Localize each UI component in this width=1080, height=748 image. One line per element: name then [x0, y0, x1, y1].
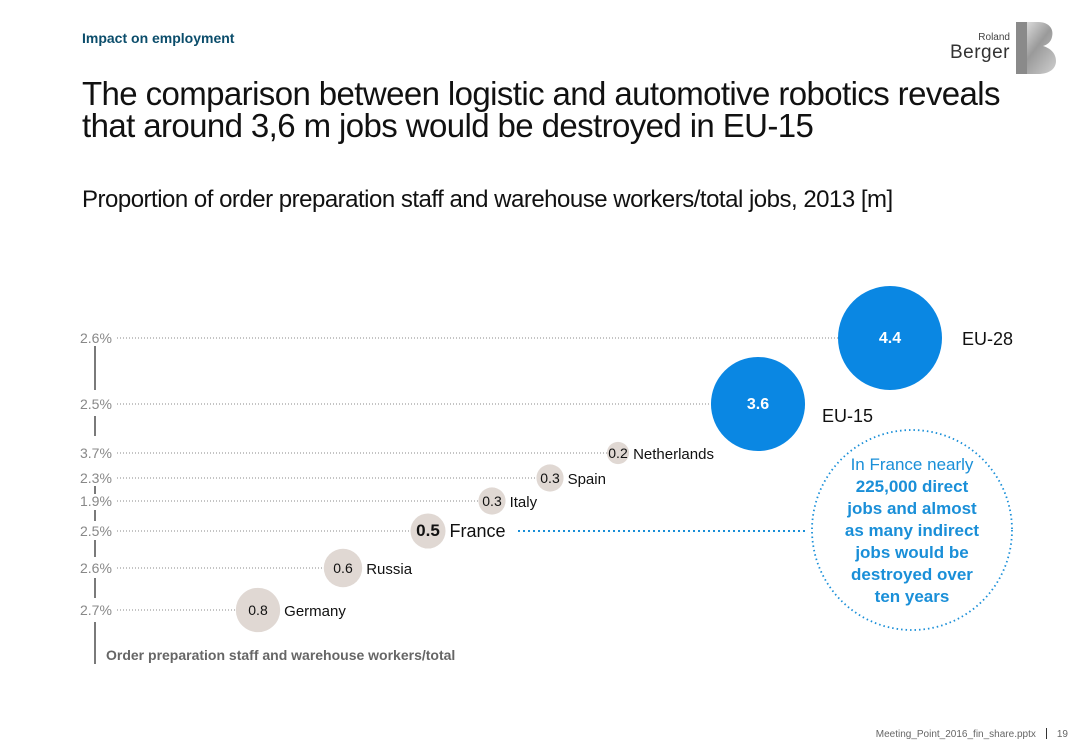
- y-tick-label: 2.6%: [80, 330, 112, 346]
- data-label: 0.6: [333, 560, 353, 576]
- roland-berger-logo: Roland Berger: [948, 20, 1058, 76]
- annotation-line: 225,000 direct: [856, 477, 969, 496]
- y-tick-label: 2.6%: [80, 560, 112, 576]
- bubble-russia: [323, 548, 363, 588]
- footer-file-name: Meeting_Point_2016_fin_share.pptx: [875, 729, 1036, 740]
- y-tick-label: 1.9%: [80, 493, 112, 509]
- category-label: EU-15: [822, 406, 873, 426]
- y-tick-label: 2.5%: [80, 396, 112, 412]
- annotation-circle: [811, 429, 1013, 631]
- chart-subtitle: Proportion of order preparation staff an…: [82, 186, 893, 213]
- annotation-line: destroyed over: [851, 565, 973, 584]
- bubble-eu-15: [710, 356, 806, 452]
- y-tick-label: 2.3%: [80, 470, 112, 486]
- y-tick-label: 3.7%: [80, 445, 112, 461]
- data-label: 0.2: [608, 445, 628, 461]
- section-label: Impact on employment: [82, 30, 235, 46]
- bubble-france: [410, 513, 446, 549]
- y-tick-label: 2.7%: [80, 602, 112, 618]
- data-label: 4.4: [879, 330, 901, 347]
- bubble-italy: [478, 487, 506, 515]
- bubble-eu-28: [838, 286, 942, 390]
- x-axis-title: Order preparation staff and warehouse wo…: [106, 647, 455, 663]
- logo-roland-text: Roland: [978, 32, 1010, 43]
- data-label: 0.3: [482, 493, 502, 509]
- category-label: France: [450, 521, 506, 541]
- category-label: Spain: [568, 471, 606, 488]
- bubble-spain: [536, 464, 564, 492]
- category-label: Germany: [284, 603, 346, 620]
- data-label: 0.8: [248, 602, 268, 618]
- bubble-germany: [235, 587, 281, 633]
- page-title: The comparison between logistic and auto…: [82, 75, 1000, 144]
- category-label: Russia: [366, 561, 413, 578]
- data-label: 3.6: [747, 396, 769, 413]
- annotation-line: ten years: [875, 587, 950, 606]
- bubble-chart: 2.7% 0.8 Germany 2.6% 0.6 Russia 2.5% 0.5 France…: [80, 286, 1013, 664]
- logo-b-icon: [1016, 22, 1056, 74]
- category-label: Netherlands: [633, 446, 714, 463]
- footer-separator: [1045, 728, 1047, 739]
- page-number: 19: [1056, 729, 1068, 740]
- logo-berger-text: Berger: [949, 42, 1010, 63]
- bubble-netherlands: [606, 441, 630, 465]
- y-tick-label: 2.5%: [80, 523, 112, 539]
- data-label: 0.3: [540, 470, 560, 486]
- annotation-line: as many indirect: [845, 521, 980, 540]
- category-label: EU-28: [962, 329, 1013, 349]
- annotation-line: jobs and almost: [846, 499, 977, 518]
- annotation-line: jobs would be: [854, 543, 968, 562]
- annotation-line: In France nearly: [851, 455, 974, 474]
- data-label: 0.5: [416, 521, 440, 540]
- category-label: Italy: [510, 494, 538, 511]
- footer: Meeting_Point_2016_fin_share.pptx 19: [876, 728, 1068, 740]
